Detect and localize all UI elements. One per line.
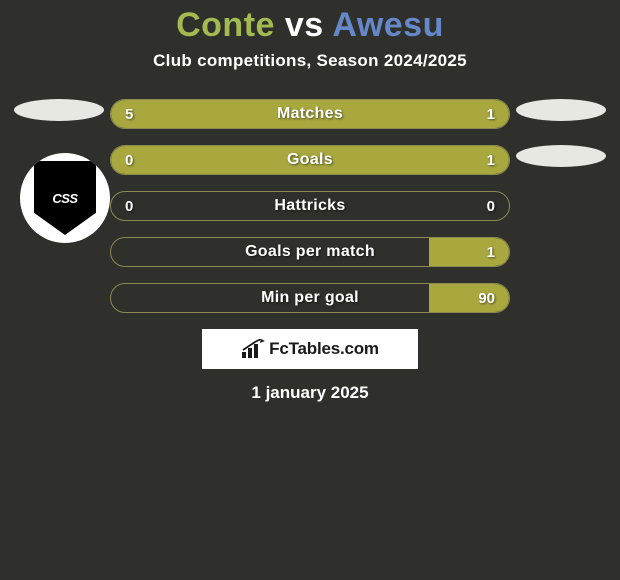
player-left-name: Conte: [176, 6, 275, 44]
right-team-badge-1: [516, 99, 606, 121]
stat-value-right: 1: [487, 244, 495, 261]
stat-label: Goals per match: [111, 243, 509, 261]
right-team-badge-2: [516, 145, 606, 167]
stat-value-right: 1: [487, 152, 495, 169]
vs-separator: vs: [275, 6, 332, 44]
stat-value-left: 0: [125, 198, 133, 215]
stat-label: Matches: [111, 105, 509, 123]
player-right-name: Awesu: [332, 6, 443, 44]
stat-row-goals-per-match: Goals per match1: [110, 237, 510, 267]
stat-label: Hattricks: [111, 197, 509, 215]
chart-icon: [241, 339, 265, 359]
club-logo-shield: CSS: [34, 161, 96, 235]
stat-row-min-per-goal: Min per goal90: [110, 283, 510, 313]
stat-value-right: 1: [487, 106, 495, 123]
comparison-title: Conte vs Awesu: [0, 0, 620, 45]
stat-value-right: 90: [478, 290, 495, 307]
stat-label: Min per goal: [111, 289, 509, 307]
branding-text: FcTables.com: [269, 339, 379, 359]
date-label: 1 january 2025: [0, 383, 620, 403]
branding-box: FcTables.com: [202, 329, 418, 369]
stat-label: Goals: [111, 151, 509, 169]
stat-value-left: 5: [125, 106, 133, 123]
comparison-chart: CSS Matches51Goals01Hattricks00Goals per…: [0, 99, 620, 313]
stat-row-hattricks: Hattricks0 0: [110, 191, 510, 221]
club-logo-text: CSS: [52, 191, 77, 206]
stat-value-right: 0: [487, 198, 495, 215]
stat-value-left: 0: [125, 152, 133, 169]
left-team-badge-1: [14, 99, 104, 121]
stat-row-matches: Matches5 1: [110, 99, 510, 129]
stat-row-goals: Goals0 1: [110, 145, 510, 175]
season-subtitle: Club competitions, Season 2024/2025: [0, 51, 620, 71]
club-logo: CSS: [20, 153, 110, 243]
